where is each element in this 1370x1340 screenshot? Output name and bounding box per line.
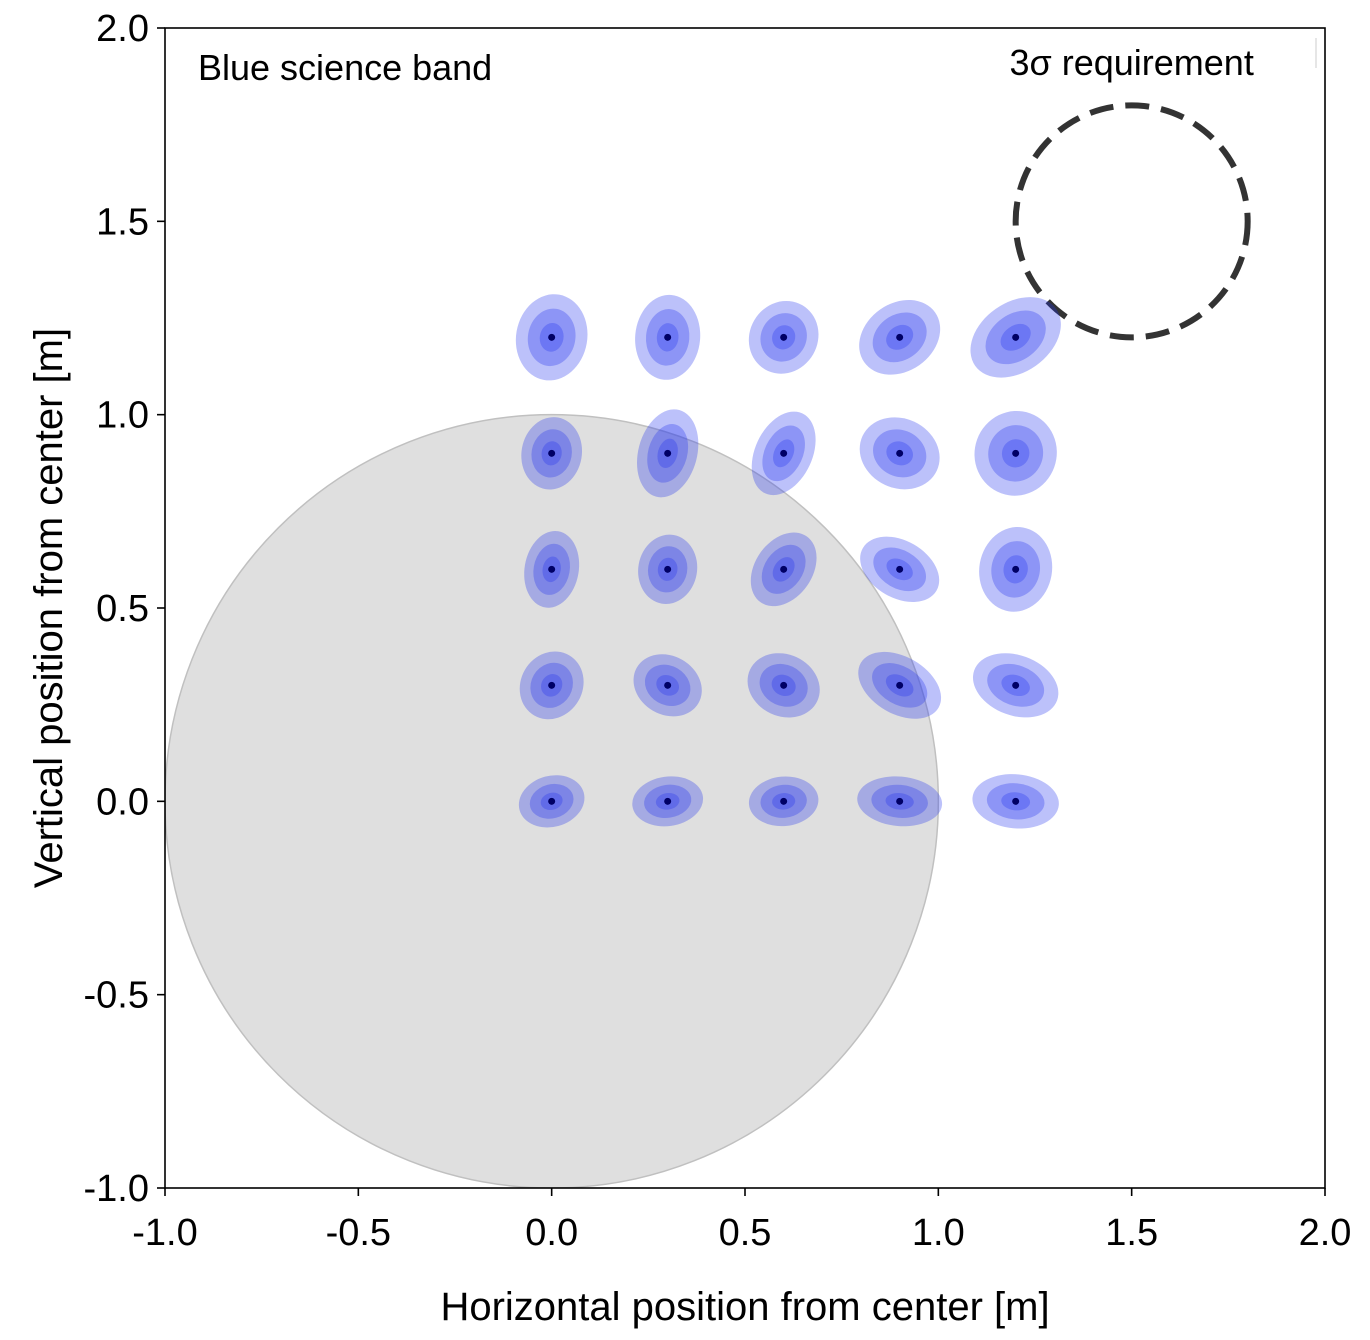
x-tick-label: -0.5 <box>326 1212 391 1254</box>
requirement-label: 3σ requirement <box>1009 42 1253 83</box>
ellipse-center-point <box>780 449 788 457</box>
x-axis-label: Horizontal position from center [m] <box>440 1285 1049 1329</box>
ellipse-center-point <box>1012 797 1020 805</box>
ellipse-center-point <box>896 565 904 573</box>
ellipse-center-point <box>664 797 672 805</box>
x-tick-label: 1.0 <box>912 1212 965 1254</box>
ellipse-center-point <box>548 333 556 341</box>
x-tick-label: -1.0 <box>132 1212 197 1254</box>
y-tick-label: 0.5 <box>96 588 149 630</box>
ellipse-center-point <box>896 681 904 689</box>
ellipse-center-point <box>548 449 556 457</box>
ellipse-center-point <box>1012 681 1020 689</box>
ellipse-center-point <box>548 565 556 573</box>
y-axis-label: Vertical position from center [m] <box>27 328 71 888</box>
plot-layer <box>165 102 1251 1188</box>
plot-content <box>165 102 1251 1188</box>
y-tick-label: -0.5 <box>84 975 149 1017</box>
y-tick-label: 2.0 <box>96 8 149 50</box>
ellipse-center-point <box>780 797 788 805</box>
ellipse-center-point <box>780 681 788 689</box>
ellipse-center-point <box>780 333 788 341</box>
ellipse-center-point <box>548 797 556 805</box>
ellipse-center-point <box>548 681 556 689</box>
y-tick-label: 1.0 <box>96 395 149 437</box>
ellipse-center-point <box>664 333 672 341</box>
ellipse-center-point <box>664 449 672 457</box>
ellipse-center-point <box>1012 565 1020 573</box>
ellipse-center-point <box>896 333 904 341</box>
x-tick-label: 2.0 <box>1299 1212 1352 1254</box>
ellipse-center-point <box>664 565 672 573</box>
axes-layer: -1.0 -0.5 0.0 0.5 1.0 1.5 2.0 -1.0 -0.5 0.0 0.5 1.0… <box>84 8 1352 1254</box>
ellipse-center-point <box>896 797 904 805</box>
ellipse-center-point <box>780 565 788 573</box>
x-tick-label: 1.5 <box>1105 1212 1158 1254</box>
ellipse-center-point <box>1012 333 1020 341</box>
y-tick-label: 1.5 <box>96 201 149 243</box>
ellipse-center-point <box>896 449 904 457</box>
x-tick-label: 0.0 <box>525 1212 578 1254</box>
ellipse-center-point <box>1012 449 1020 457</box>
band-annotation: Blue science band <box>198 47 492 88</box>
ellipse-center-point <box>664 681 672 689</box>
y-tick-label: -1.0 <box>84 1168 149 1210</box>
requirement-circle <box>1012 102 1251 341</box>
x-tick-label: 0.5 <box>719 1212 772 1254</box>
y-tick-label: 0.0 <box>96 781 149 823</box>
